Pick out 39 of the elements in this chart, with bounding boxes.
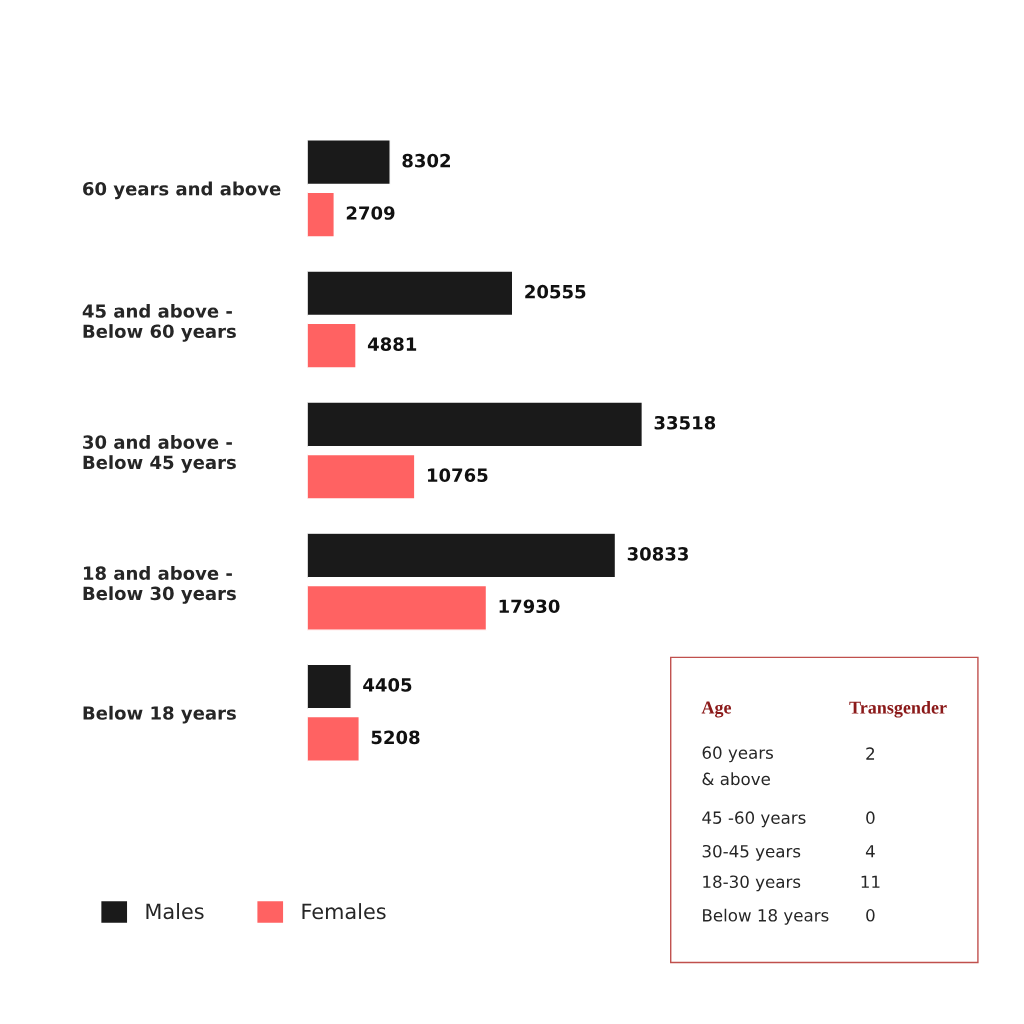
bar: [307, 663, 352, 710]
data-label: 17930: [499, 599, 560, 614]
legend-label: Females: [302, 903, 386, 920]
bar: [307, 401, 644, 448]
bar: [307, 453, 416, 500]
data-label: 0: [866, 811, 875, 824]
category-label: 45 -60 years: [702, 811, 806, 828]
bar: [307, 584, 488, 631]
y-tick-label: 60 years and above: [83, 181, 281, 200]
data-label: 33518: [654, 415, 716, 430]
text: Age: [701, 701, 732, 718]
bar: [307, 532, 617, 579]
data-label: 4881: [367, 337, 417, 351]
category-label: Below 18 years: [703, 908, 829, 925]
legend-label: Males: [146, 903, 204, 920]
data-label: 4405: [363, 678, 412, 692]
data-label: 0: [866, 909, 875, 922]
bar: [307, 270, 514, 317]
data-label: 10765: [427, 468, 488, 483]
data-label: 30833: [627, 547, 688, 561]
category-label: 18-30 years: [703, 875, 801, 892]
data-label: 2: [866, 747, 875, 760]
data-label: 11: [861, 875, 880, 888]
bar: [307, 139, 391, 186]
bar: [307, 191, 335, 238]
y-tick-label: 45 and above - Below 60 years: [82, 303, 236, 342]
category-label: 60 years & above: [702, 746, 773, 786]
category-label: 30-45 years: [702, 844, 801, 861]
bar: [307, 715, 360, 762]
data-label: 20555: [525, 284, 586, 299]
data-label: 4: [865, 845, 875, 858]
y-tick-label: 18 and above - Below 30 years: [83, 566, 236, 604]
data-label: 5208: [371, 730, 420, 745]
data-label: 2709: [346, 206, 395, 220]
text: Transgender: [849, 701, 947, 718]
y-tick-label: 30 and above - Below 45 years: [83, 434, 236, 473]
y-tick-label: Below 18 years: [83, 705, 236, 724]
data-label: 8302: [402, 153, 450, 168]
bar: [307, 322, 357, 369]
